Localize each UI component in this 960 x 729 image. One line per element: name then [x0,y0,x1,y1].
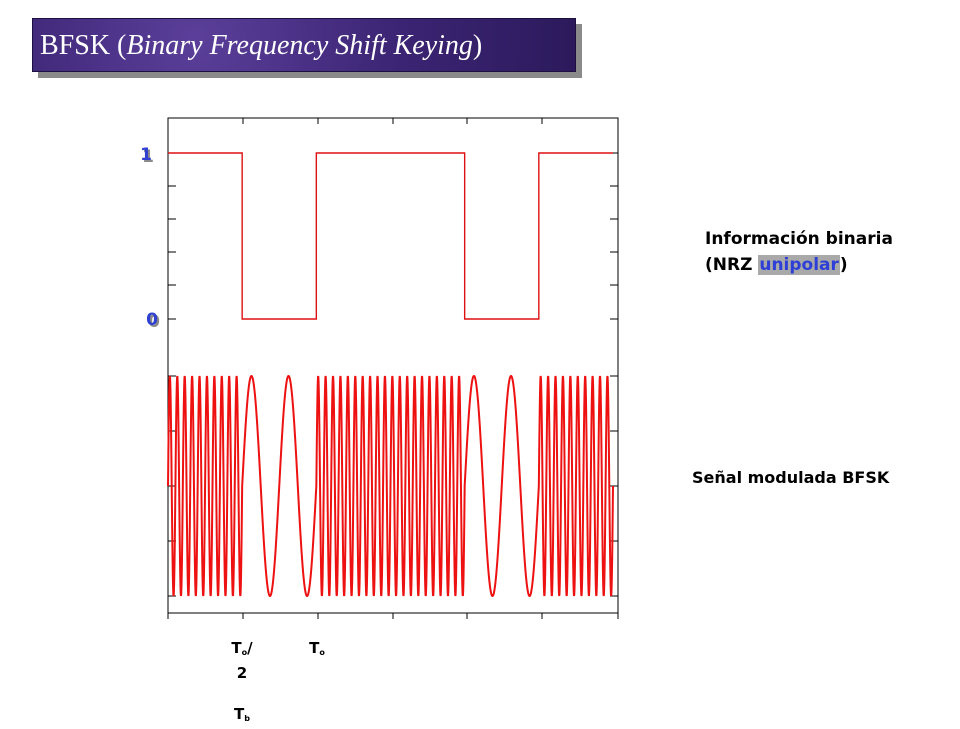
x-label-to: To [309,639,325,657]
axis-ticks [167,118,619,619]
bfsk-modulated-signal [167,374,614,598]
binary-info-label: Información binaria (NRZ unipolar) [705,226,935,278]
slide-title: BFSK (Binary Frequency Shift Keying) [40,30,483,61]
info-line-1: Información binaria [705,229,893,249]
title-box [32,18,576,72]
nrz-unipolar-signal [168,152,613,320]
bfsk-signal-label: Señal modulada BFSK [692,468,890,487]
x-label-to-half: To/ 2 [231,639,253,682]
info-line-2: (NRZ unipolar) [705,255,848,275]
unipolar-highlight: unipolar [758,255,840,275]
y-tick-one-shadow: 1 [142,147,154,167]
x-label-tb: Tb [234,705,250,723]
y-tick-one: 1 [140,145,152,165]
y-tick-zero-shadow: 0 [148,312,160,332]
y-tick-zero: 0 [146,310,158,330]
